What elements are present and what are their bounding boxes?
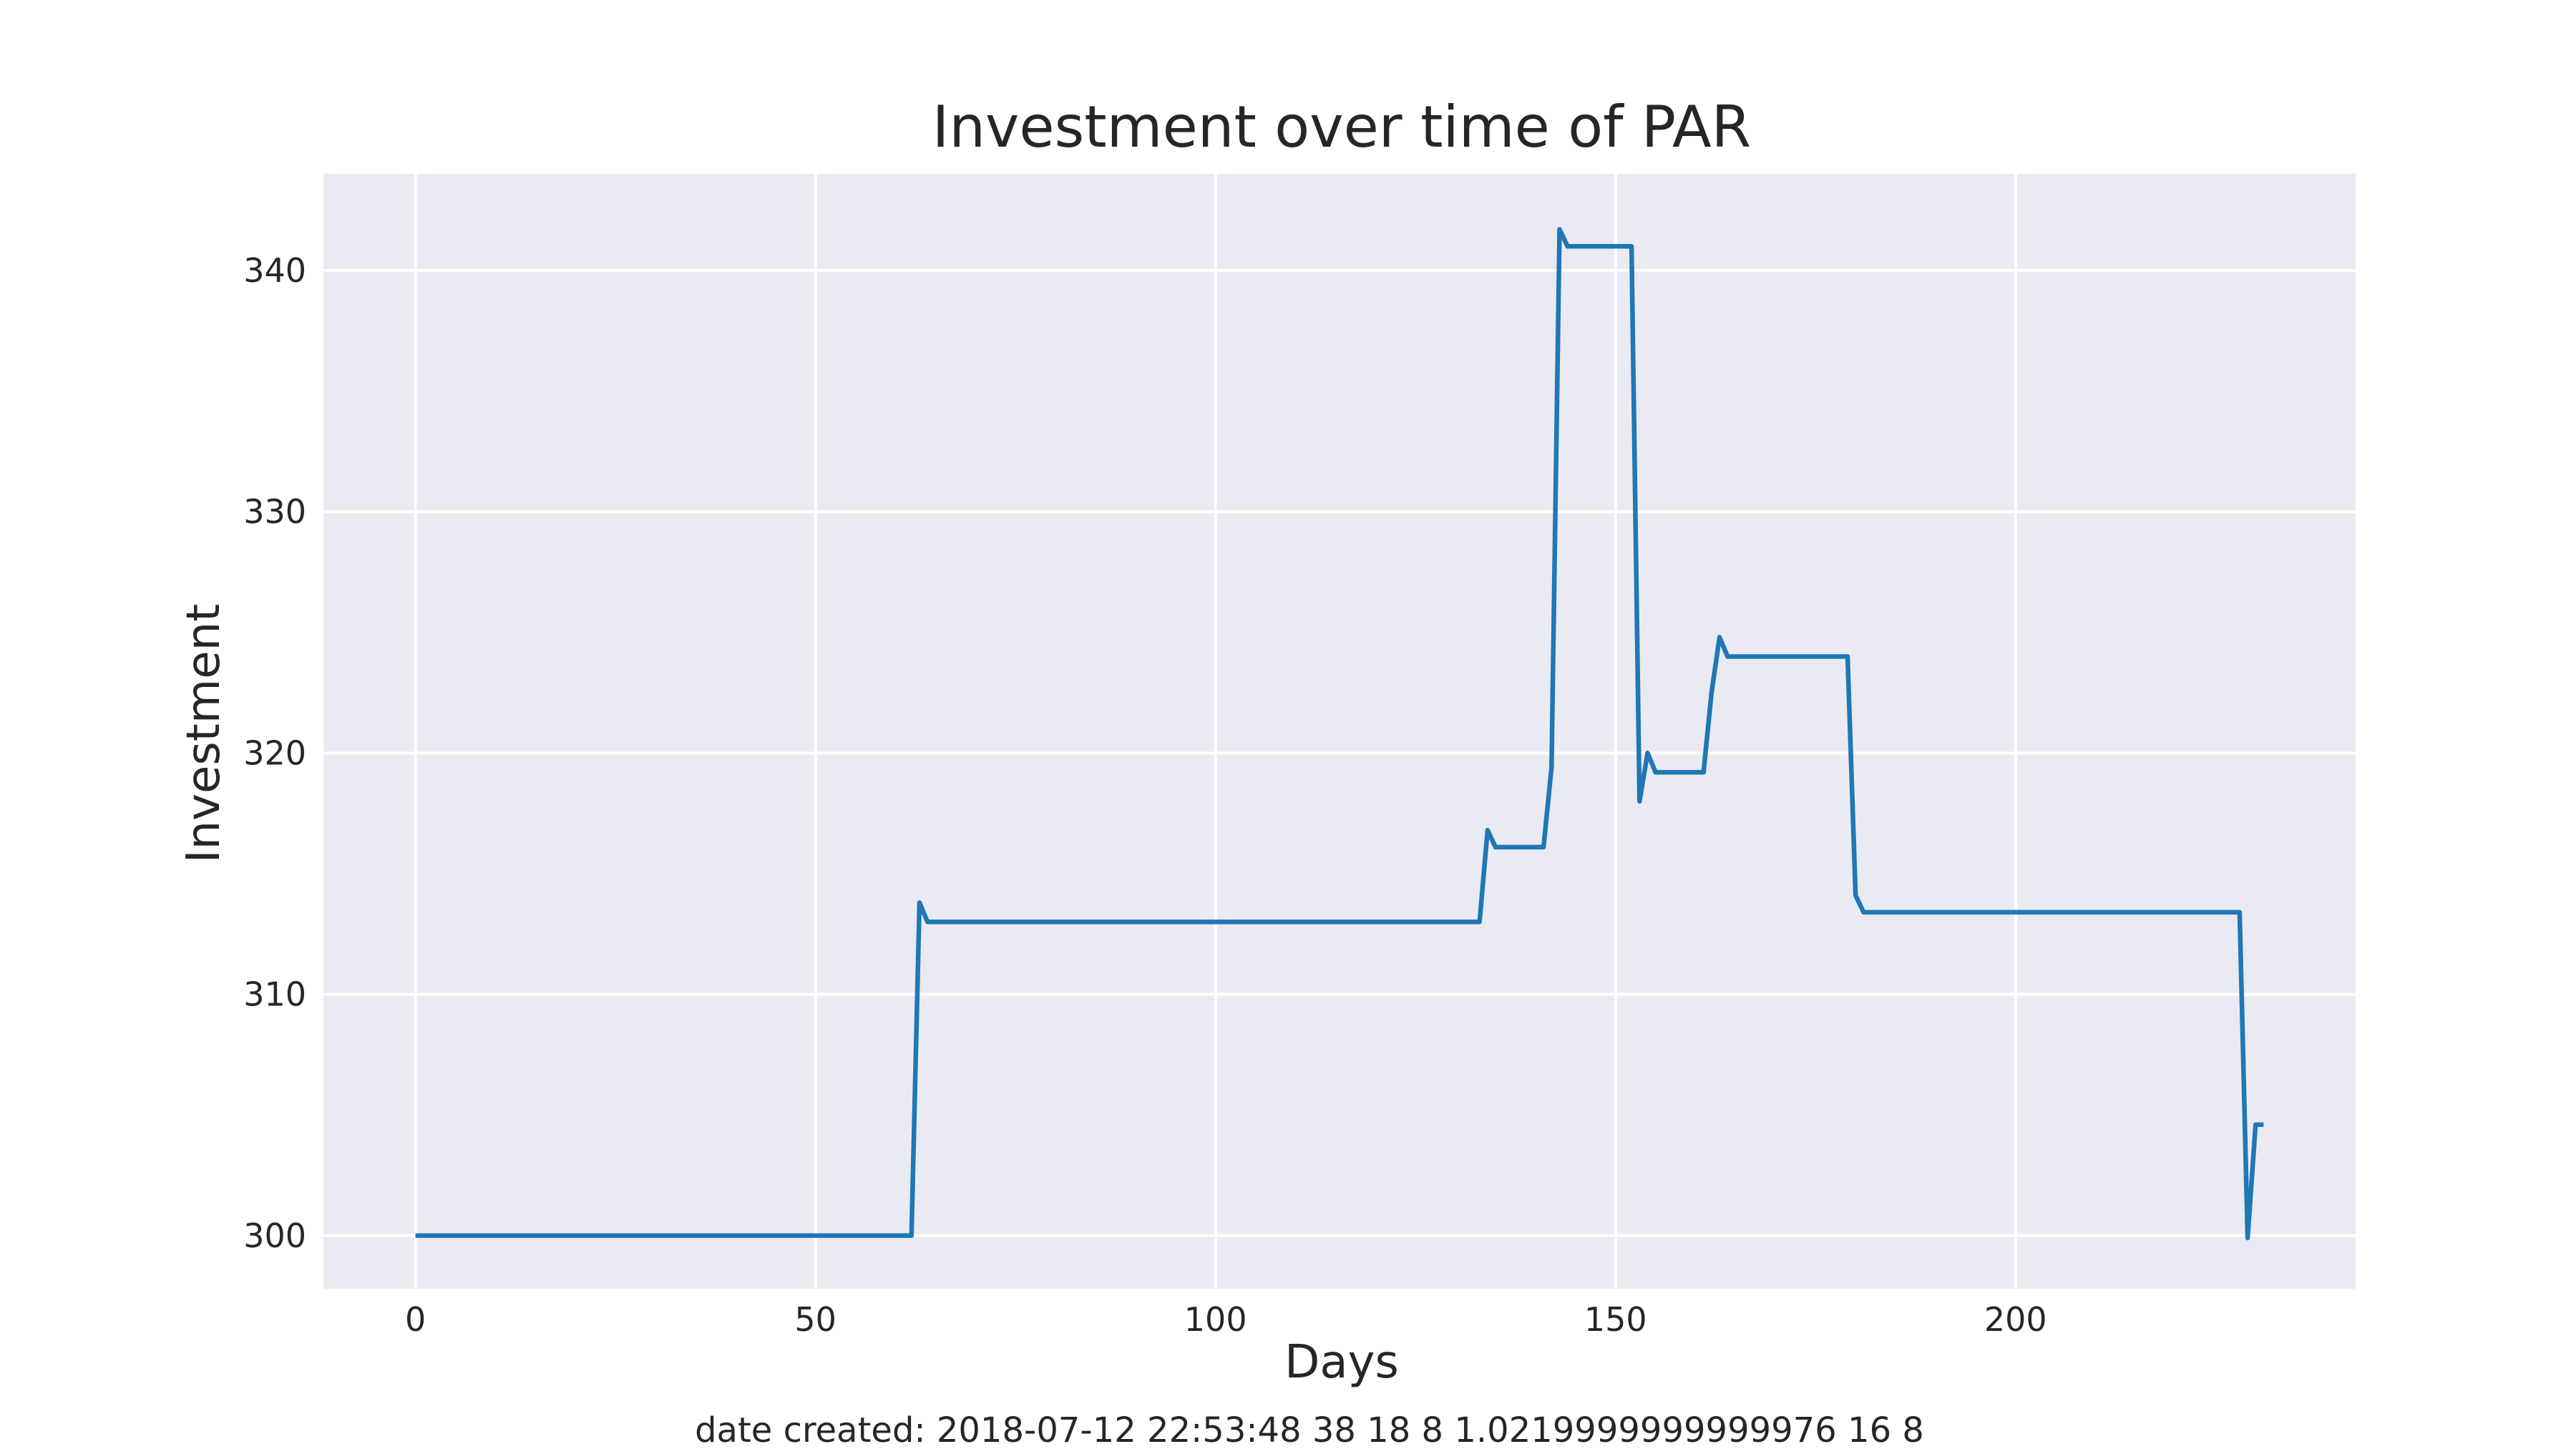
horizontal-grid-lines — [323, 268, 2356, 1237]
y-tick-label: 330 — [243, 492, 306, 531]
plot-area — [323, 174, 2356, 1289]
x-tick-label: 200 — [1984, 1300, 2047, 1339]
x-tick-label: 50 — [794, 1300, 836, 1339]
chart-title: Investment over time of PAR — [932, 94, 1752, 160]
y-axis-tick-labels: 300 310 320 330 340 — [243, 251, 306, 1255]
series-layer — [415, 227, 2264, 1241]
x-tick-label: 100 — [1184, 1300, 1247, 1339]
y-tick-label: 300 — [243, 1216, 306, 1255]
y-tick-label: 310 — [243, 975, 306, 1014]
x-tick-label: 0 — [405, 1300, 426, 1339]
vertical-grid-lines — [414, 174, 2017, 1289]
x-axis-tick-labels: 0 50 100 150 200 — [405, 1300, 2047, 1339]
investment-series-line — [415, 227, 2264, 1241]
x-tick-label: 150 — [1584, 1300, 1647, 1339]
date-created-footer: date created: 2018-07-12 22:53:48 38 18 … — [695, 1410, 1924, 1449]
y-axis-label: Investment — [177, 604, 230, 864]
y-tick-label: 340 — [243, 251, 306, 290]
y-tick-label: 320 — [243, 733, 306, 772]
x-axis-label: Days — [1284, 1336, 1399, 1389]
